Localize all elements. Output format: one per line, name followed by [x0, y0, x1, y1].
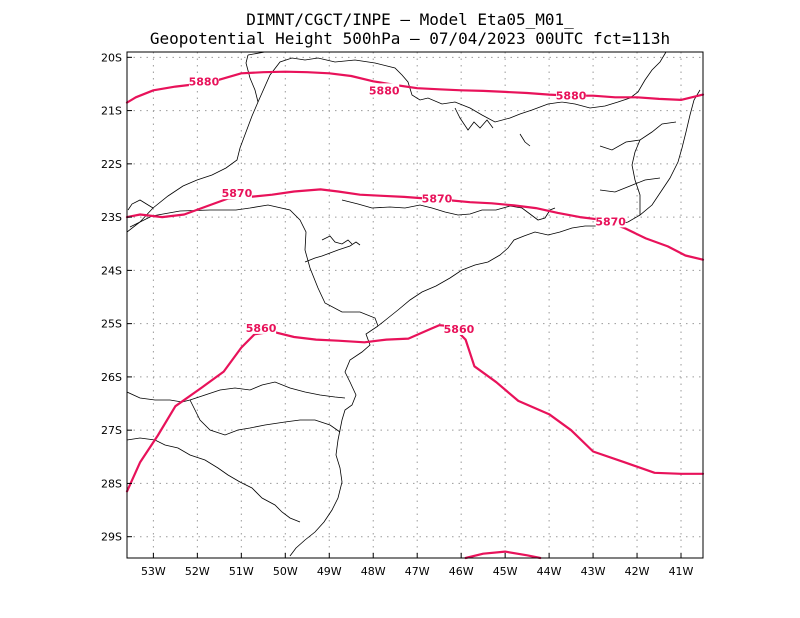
plot-frame — [126, 51, 704, 559]
coastline — [257, 51, 667, 123]
contour-label: 5860 — [444, 323, 475, 336]
x-tick-label: 53W — [141, 565, 166, 578]
y-tick-label: 29S — [101, 531, 122, 544]
x-tick-label: 51W — [229, 565, 254, 578]
title-line-1: DIMNT/CGCT/INPE – Model Eta05_M01_ — [246, 10, 574, 29]
coastline — [321, 235, 353, 245]
x-tick-label: 42W — [625, 565, 650, 578]
x-tick-label: 46W — [449, 565, 474, 578]
coastline — [341, 199, 556, 221]
contour-label-bg — [246, 320, 277, 334]
contour-label: 5880 — [556, 90, 587, 103]
coastline — [377, 89, 701, 327]
coastline — [519, 133, 531, 147]
coastline-and-borders — [126, 51, 701, 557]
x-tick-label: 49W — [317, 565, 342, 578]
y-tick-label: 27S — [101, 424, 122, 437]
axis-tick-labels: 53W 52W 51W 50W 49W 48W 47W 46W 45W 44W 43W 42W 41W 2… — [101, 51, 694, 578]
x-tick-label: 45W — [493, 565, 518, 578]
coastline — [129, 204, 379, 327]
contour-label: 5870 — [595, 215, 626, 228]
x-tick-label: 47W — [405, 565, 430, 578]
contour-label-bg — [221, 186, 252, 200]
y-tick-label: 22S — [101, 158, 122, 171]
x-tick-label: 43W — [581, 565, 606, 578]
graticule — [127, 52, 703, 558]
contour-label-bg — [188, 74, 219, 88]
coastline — [599, 177, 661, 193]
contour-label-bg — [595, 214, 626, 228]
y-tick-label: 20S — [101, 51, 122, 64]
contour-label-bg — [421, 191, 452, 205]
contour-label-bg — [443, 321, 474, 335]
contour-label: 5860 — [246, 322, 277, 335]
x-tick-label: 52W — [185, 565, 210, 578]
x-tick-label: 48W — [361, 565, 386, 578]
contour-label: 5870 — [222, 187, 253, 200]
y-tick-label: 21S — [101, 105, 122, 118]
y-tick-label: 26S — [101, 371, 122, 384]
x-tick-label: 41W — [669, 565, 694, 578]
contour-lines: 5880 5880 5880 5870 5870 5870 5860 5860 — [125, 70, 705, 560]
coastline — [631, 139, 641, 215]
y-tick-label: 25S — [101, 318, 122, 331]
coastline — [189, 399, 341, 436]
contour-label: 5880 — [369, 84, 400, 97]
coastline — [454, 107, 494, 131]
coastline — [126, 381, 346, 403]
coastline — [127, 199, 154, 211]
y-tick-label: 28S — [101, 477, 122, 490]
contour-line-partial — [464, 550, 542, 560]
coastline — [126, 437, 301, 523]
x-tick-label: 50W — [273, 565, 298, 578]
y-tick-label: 23S — [101, 211, 122, 224]
coastline — [304, 241, 361, 263]
contour-label-bg — [369, 83, 400, 97]
title-line-2: Geopotential Height 500hPa – 07/04/2023 … — [150, 29, 670, 48]
y-tick-label: 24S — [101, 264, 122, 277]
coastline — [289, 325, 379, 557]
contour-label: 5880 — [189, 75, 220, 88]
coastline — [126, 54, 259, 233]
contour-label: 5870 — [422, 192, 453, 205]
contour-line-5860 — [125, 324, 705, 493]
contour-label-bg — [556, 88, 587, 102]
x-tick-label: 44W — [537, 565, 562, 578]
